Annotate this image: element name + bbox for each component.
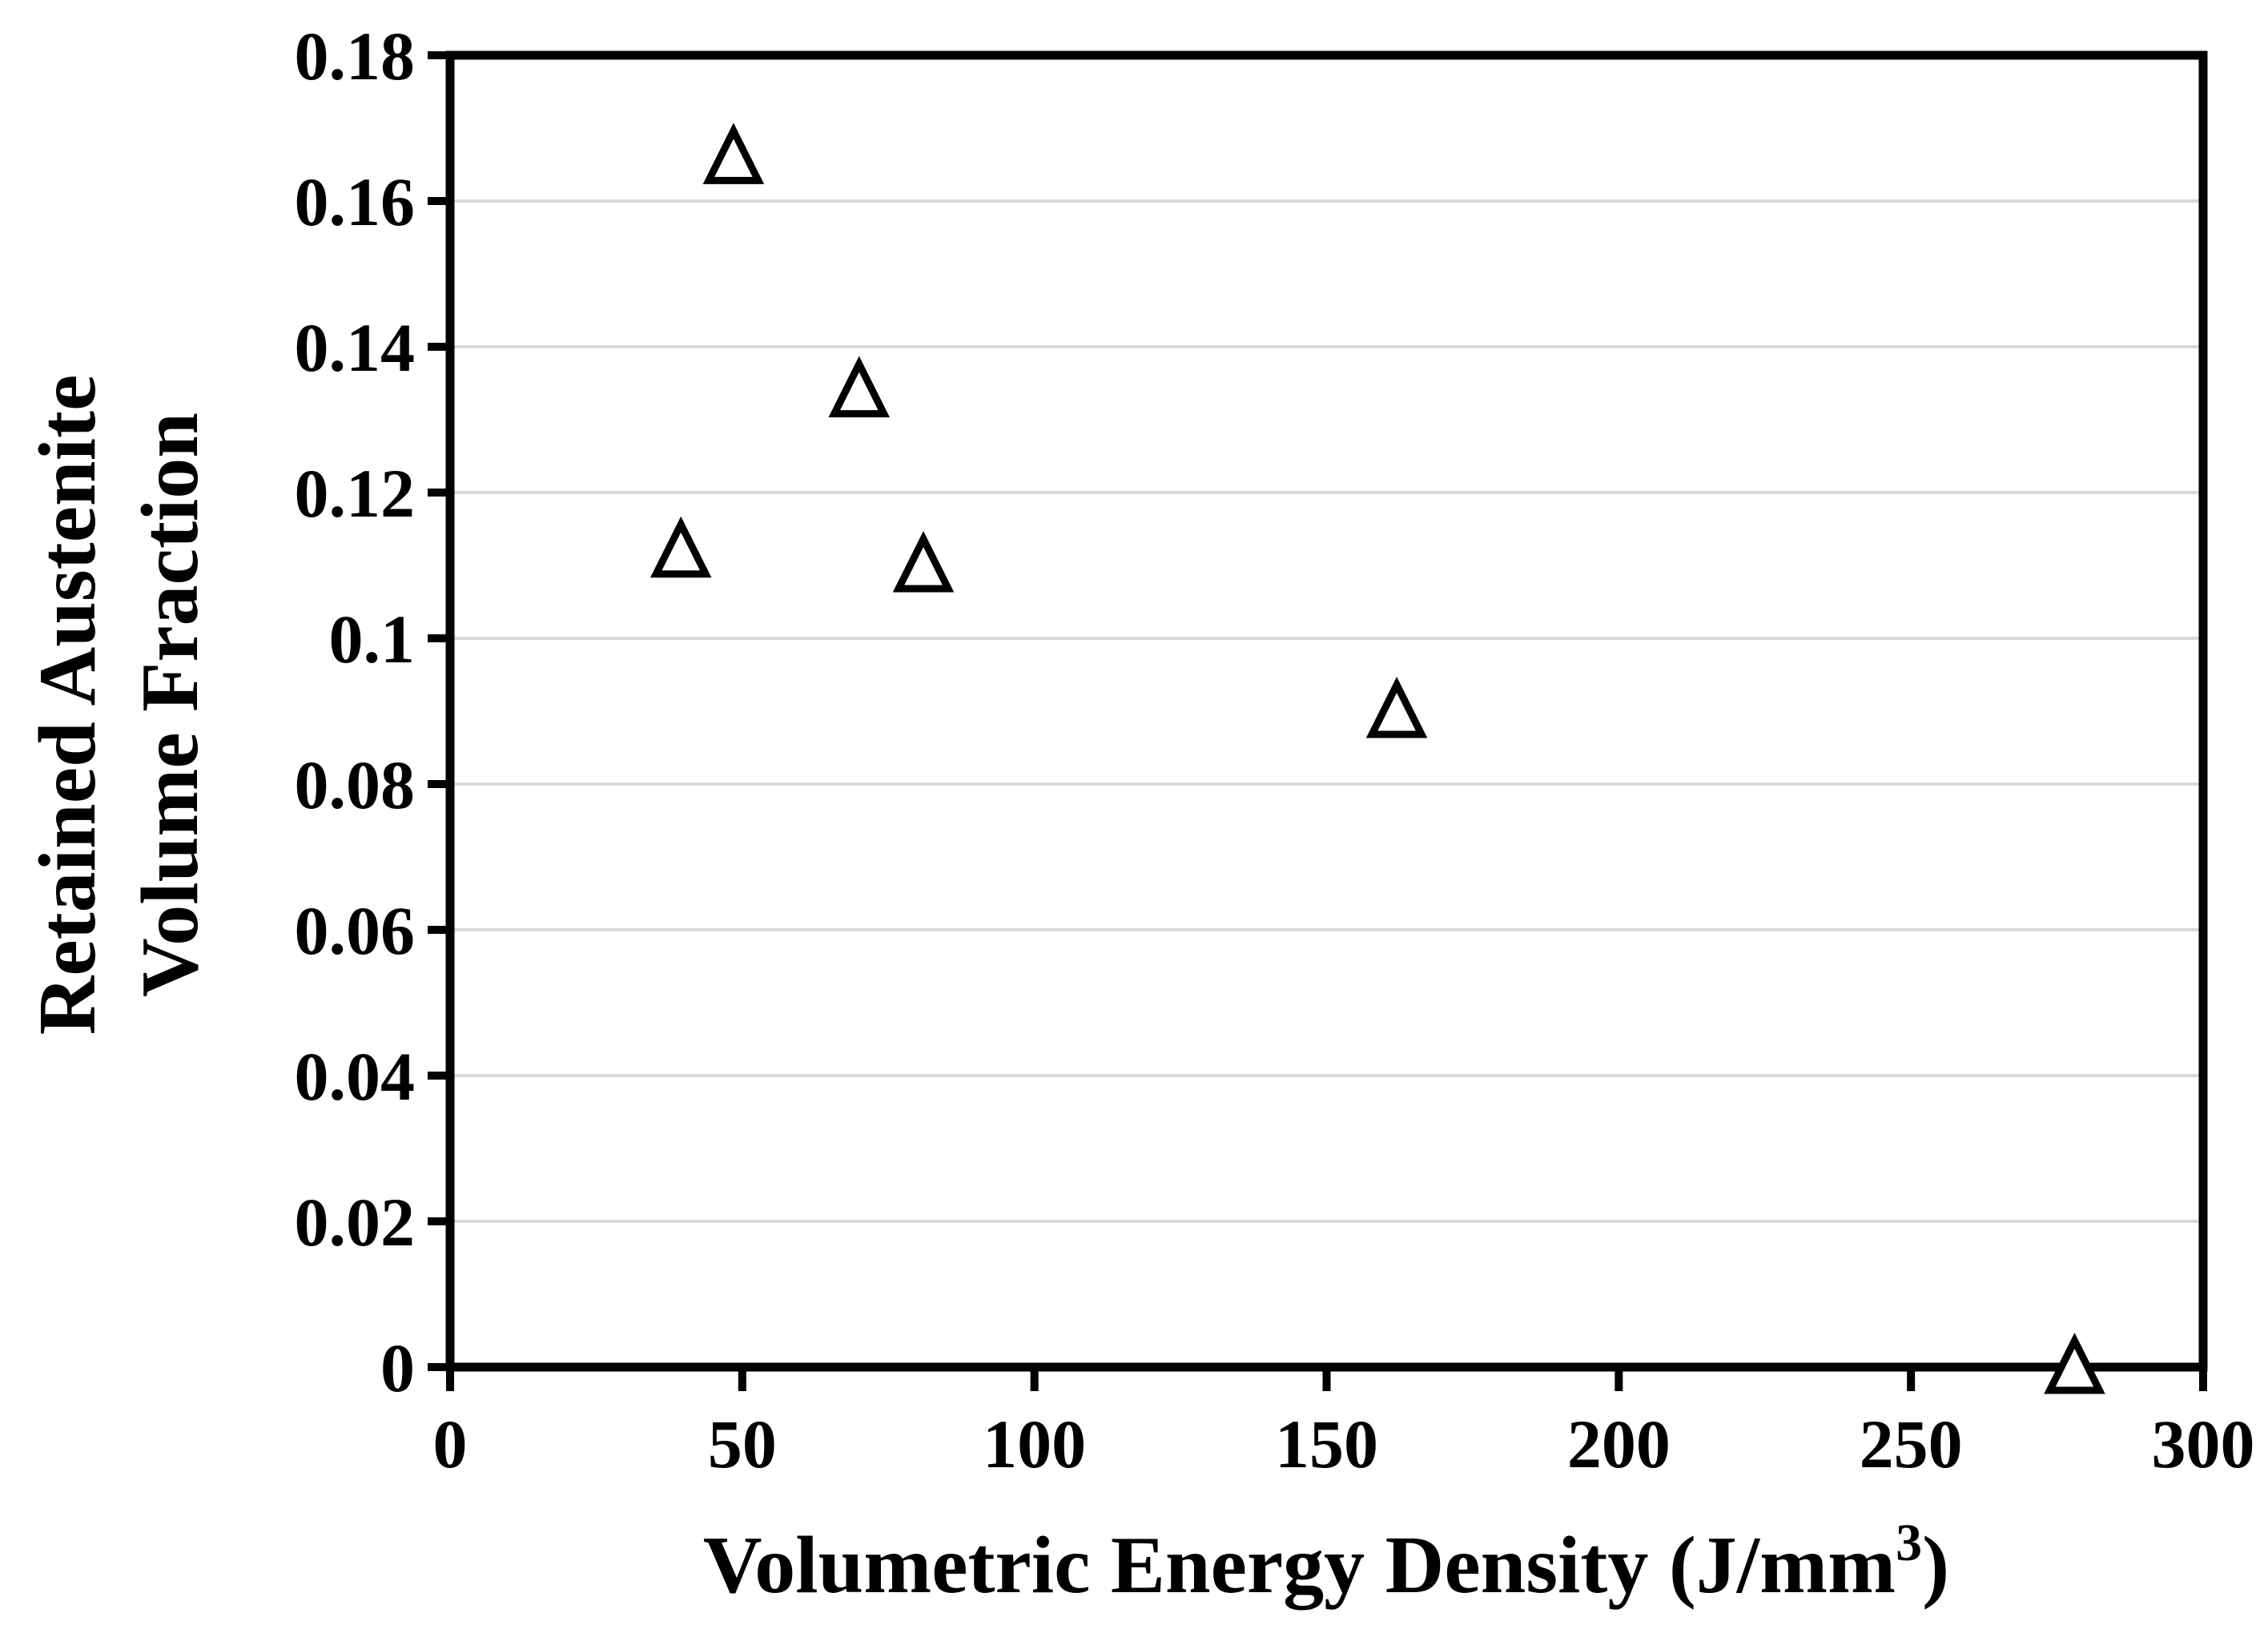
y-axis-title-line1: Retained Austenite: [22, 375, 113, 1035]
x-axis-title-close: ): [1922, 1520, 1949, 1611]
y-tick-label: 0.04: [295, 1038, 416, 1115]
y-axis-title-line2: Volume Fraction: [125, 412, 215, 997]
y-tick-label: 0.1: [329, 601, 416, 678]
axis-ticks: [428, 51, 2207, 1391]
gridlines: [450, 199, 2203, 1223]
x-axis-title: Volumetric Energy Density (J/mm3): [703, 1514, 1949, 1611]
data-point-marker: [828, 356, 891, 418]
x-axis-title-superscript: 3: [1896, 1514, 1922, 1572]
axis-tick-labels: 0 0.02 0.04 0.06 0.08 0.1 0.12 0.14 0.16 0.18 0 50 1…: [295, 18, 2255, 1482]
data-point-markers: [649, 123, 2105, 1394]
y-tick-label: 0.02: [295, 1184, 416, 1261]
data-point-marker: [649, 516, 712, 578]
data-point-marker: [2044, 1332, 2105, 1394]
x-tick-label: 100: [983, 1406, 1086, 1482]
y-tick-label: 0.08: [295, 746, 416, 823]
y-tick-label: 0.18: [295, 18, 416, 95]
y-tick-label: 0.12: [295, 455, 416, 532]
data-point-marker: [1365, 676, 1428, 738]
x-tick-label: 0: [433, 1406, 468, 1482]
y-tick-label: 0.06: [295, 892, 416, 969]
x-tick-label: 150: [1275, 1406, 1378, 1482]
x-tick-label: 50: [708, 1406, 777, 1482]
data-point-marker: [702, 123, 765, 184]
y-tick-label: 0.14: [295, 309, 416, 386]
y-tick-label: 0.16: [295, 163, 416, 240]
x-axis-title-base: Volumetric Energy Density (J/mm: [703, 1520, 1896, 1611]
x-tick-label: 250: [1860, 1406, 1963, 1482]
x-tick-label: 300: [2152, 1406, 2255, 1482]
data-point-marker: [892, 530, 955, 593]
y-tick-label: 0: [380, 1329, 415, 1406]
plot-background: [450, 55, 2203, 1367]
x-tick-label: 200: [1567, 1406, 1671, 1482]
